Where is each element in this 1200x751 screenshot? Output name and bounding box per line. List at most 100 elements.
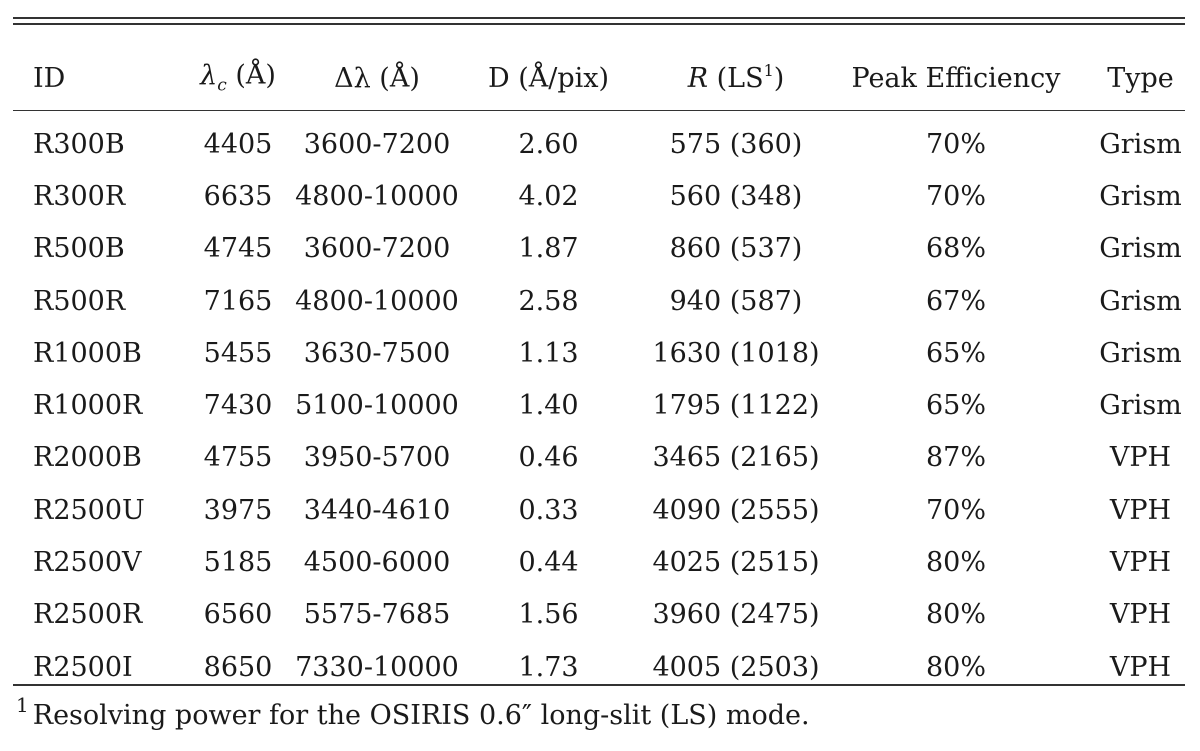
cell-resolving-power: 1630 (1018) xyxy=(652,337,820,369)
header-id: ID xyxy=(33,62,66,94)
cell-peak-efficiency: 70% xyxy=(925,128,986,160)
cell-peak-efficiency: 65% xyxy=(925,390,986,422)
footnote-text: Resolving power for the OSIRIS 0.6″ long… xyxy=(32,700,810,731)
top-rule-inner xyxy=(13,23,1185,25)
cell-central-wavelength: 8650 xyxy=(203,651,273,683)
cell-resolving-power: 1795 (1122) xyxy=(652,390,820,422)
cell-dispersion: 4.02 xyxy=(518,180,579,212)
cell-type: Grism xyxy=(1099,128,1182,160)
cell-id: R1000B xyxy=(33,337,142,369)
table-row: R1000R 7430 5100-10000 1.40 1795 (1122) 65% Gr… xyxy=(13,379,1200,431)
table-row: R1000B 5455 3630-7500 1.13 1630 (1018) 65% Gri… xyxy=(13,327,1200,379)
cell-central-wavelength: 6635 xyxy=(203,180,273,212)
lambda-subscript: c xyxy=(217,75,227,96)
table-row: R2500U 3975 3440-4610 0.33 4090 (2555) 70% VPH xyxy=(13,484,1200,536)
cell-type: Grism xyxy=(1099,337,1182,369)
bottom-rule xyxy=(13,684,1185,686)
cell-id: R2500V xyxy=(33,547,142,579)
table-row: R2500I 8650 7330-10000 1.73 4005 (2503) 80% VP… xyxy=(13,641,1200,693)
cell-resolving-power: 860 (537) xyxy=(669,233,803,265)
table-row: R500R 7165 4800-10000 2.58 940 (587) 67% Grism xyxy=(13,275,1200,327)
cell-id: R2500U xyxy=(33,494,145,526)
cell-id: R500B xyxy=(33,233,125,265)
cell-wavelength-range: 3630-7500 xyxy=(303,337,451,369)
cell-resolving-power: 3960 (2475) xyxy=(652,599,820,631)
cell-peak-efficiency: 68% xyxy=(925,233,986,265)
cell-id: R300R xyxy=(33,180,126,212)
table-row: R2000B 4755 3950-5700 0.46 3465 (2165) 87% VPH xyxy=(13,432,1200,484)
header-row: ID λc (Å) Δλ (Å) D (Å/pix) R (LS1) Peak … xyxy=(13,52,1200,104)
cell-id: R500R xyxy=(33,285,126,317)
cell-dispersion: 1.87 xyxy=(518,233,579,265)
header-wavelength-range: Δλ (Å) xyxy=(334,62,420,94)
cell-type: VPH xyxy=(1109,494,1172,526)
cell-dispersion: 2.58 xyxy=(518,285,579,317)
cell-peak-efficiency: 67% xyxy=(925,285,986,317)
cell-central-wavelength: 4405 xyxy=(203,128,273,160)
cell-wavelength-range: 3440-4610 xyxy=(303,494,451,526)
footnote: 1 Resolving power for the OSIRIS 0.6″ lon… xyxy=(16,695,810,731)
r-open: (LS xyxy=(708,62,764,94)
cell-dispersion: 1.40 xyxy=(518,390,579,422)
header-resolving-power: R (LS1) xyxy=(636,52,836,104)
cell-resolving-power: 940 (587) xyxy=(669,285,803,317)
cell-wavelength-range: 3600-7200 xyxy=(303,128,451,160)
cell-type: Grism xyxy=(1099,285,1182,317)
cell-wavelength-range: 5100-10000 xyxy=(295,390,459,422)
top-rule-outer xyxy=(13,17,1185,19)
cell-peak-efficiency: 80% xyxy=(925,547,986,579)
cell-peak-efficiency: 87% xyxy=(925,442,986,474)
cell-peak-efficiency: 70% xyxy=(925,494,986,526)
cell-resolving-power: 3465 (2165) xyxy=(652,442,820,474)
cell-dispersion: 0.44 xyxy=(518,547,579,579)
cell-id: R300B xyxy=(33,128,125,160)
cell-central-wavelength: 4755 xyxy=(203,442,273,474)
cell-resolving-power: 4005 (2503) xyxy=(652,651,820,683)
table-row: R300B 4405 3600-7200 2.60 575 (360) 70% Grism xyxy=(13,104,1200,170)
cell-central-wavelength: 7165 xyxy=(203,285,273,317)
cell-type: VPH xyxy=(1109,547,1172,579)
cell-dispersion: 0.46 xyxy=(518,442,579,474)
cell-type: VPH xyxy=(1109,442,1172,474)
cell-id: R1000R xyxy=(33,390,143,422)
cell-resolving-power: 560 (348) xyxy=(669,180,803,212)
cell-type: Grism xyxy=(1099,180,1182,212)
cell-id: R2000B xyxy=(33,442,142,474)
table-body: R300B 4405 3600-7200 2.60 575 (360) 70% Grism R… xyxy=(13,104,1200,693)
cell-id: R2500R xyxy=(33,599,143,631)
cell-type: VPH xyxy=(1109,651,1172,683)
cell-dispersion: 2.60 xyxy=(518,128,579,160)
footnote-marker: 1 xyxy=(16,693,29,717)
table-row: R300R 6635 4800-10000 4.02 560 (348) 70% Grism xyxy=(13,170,1200,222)
cell-dispersion: 1.13 xyxy=(518,337,579,369)
cell-dispersion: 1.73 xyxy=(518,651,579,683)
cell-peak-efficiency: 80% xyxy=(925,651,986,683)
lambda-symbol: λ xyxy=(200,60,218,92)
table-row: R500B 4745 3600-7200 1.87 860 (537) 68% Grism xyxy=(13,223,1200,275)
cell-wavelength-range: 4500-6000 xyxy=(303,547,451,579)
cell-wavelength-range: 7330-10000 xyxy=(295,651,459,683)
lambda-unit: (Å) xyxy=(226,60,276,92)
cell-peak-efficiency: 80% xyxy=(925,599,986,631)
cell-wavelength-range: 4800-10000 xyxy=(295,180,459,212)
cell-type: VPH xyxy=(1109,599,1172,631)
cell-peak-efficiency: 65% xyxy=(925,337,986,369)
cell-resolving-power: 4090 (2555) xyxy=(652,494,820,526)
grating-table: ID λc (Å) Δλ (Å) D (Å/pix) R (LS1) Peak … xyxy=(13,52,1200,693)
cell-type: Grism xyxy=(1099,390,1182,422)
cell-central-wavelength: 7430 xyxy=(203,390,273,422)
cell-resolving-power: 4025 (2515) xyxy=(652,547,820,579)
header-peak-efficiency: Peak Efficiency xyxy=(851,62,1061,94)
table-row: R2500V 5185 4500-6000 0.44 4025 (2515) 80% VPH xyxy=(13,536,1200,588)
cell-dispersion: 0.33 xyxy=(518,494,579,526)
cell-wavelength-range: 5575-7685 xyxy=(303,599,451,631)
cell-central-wavelength: 6560 xyxy=(203,599,273,631)
table-row: R2500R 6560 5575-7685 1.56 3960 (2475) 80% VPH xyxy=(13,589,1200,641)
cell-central-wavelength: 4745 xyxy=(203,233,273,265)
cell-central-wavelength: 5455 xyxy=(203,337,273,369)
cell-wavelength-range: 4800-10000 xyxy=(295,285,459,317)
cell-wavelength-range: 3600-7200 xyxy=(303,233,451,265)
header-type: Type xyxy=(1107,62,1174,94)
cell-central-wavelength: 5185 xyxy=(203,547,273,579)
cell-peak-efficiency: 70% xyxy=(925,180,986,212)
